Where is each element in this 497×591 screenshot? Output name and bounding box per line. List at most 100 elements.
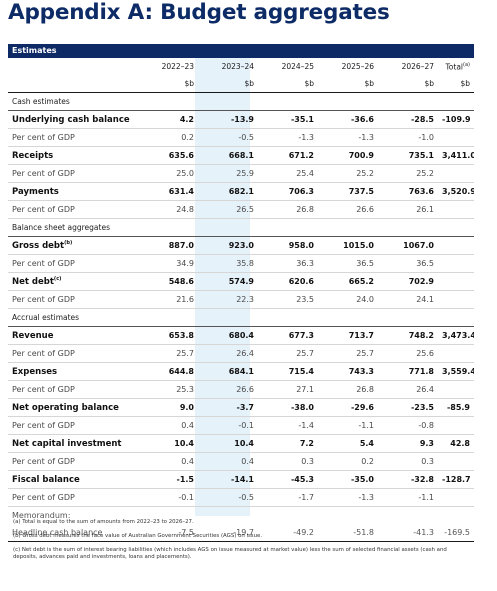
row-label-text: Per cent of GDP — [12, 259, 75, 268]
row-label-text: Per cent of GDP — [12, 385, 75, 394]
unit-header: $b — [258, 75, 318, 93]
percent-gdp-row: Per cent of GDP 0.4 -0.1 -1.4 -1.1 -0.8 — [8, 416, 474, 435]
cell-value: 677.3 — [258, 326, 318, 345]
cell-value: 36.5 — [378, 254, 438, 273]
cell-value: 706.3 — [258, 182, 318, 201]
footnote-a: (a) Total is equal to the sum of amounts… — [13, 519, 194, 525]
cell-value: -19.7 — [198, 524, 258, 542]
cell-value: 1015.0 — [318, 236, 378, 255]
row-label: Per cent of GDP — [8, 290, 138, 309]
footnote-ref: (c) — [53, 276, 62, 283]
cell-value: 42.8 — [438, 434, 474, 453]
cell-value: -0.5 — [198, 128, 258, 147]
cell-value — [138, 308, 198, 327]
percent-gdp-row: Per cent of GDP 21.6 22.3 23.5 24.0 24.1 — [8, 290, 474, 309]
cell-value: -1.3 — [318, 128, 378, 147]
cell-value: 25.7 — [318, 344, 378, 363]
cell-value — [438, 380, 474, 399]
cell-value: -1.0 — [378, 128, 438, 147]
row-label-text: Per cent of GDP — [12, 133, 75, 142]
cell-value: -0.1 — [198, 416, 258, 435]
cell-value: 684.1 — [198, 362, 258, 381]
row-label: Expenses — [8, 362, 138, 381]
row-label: Fiscal balance — [8, 470, 138, 489]
row-label: Per cent of GDP — [8, 200, 138, 219]
cell-value: -14.1 — [198, 470, 258, 489]
cell-value: -49.2 — [258, 524, 318, 542]
cell-value — [378, 308, 438, 327]
table-row: Expenses 644.8 684.1 715.4 743.3 771.8 3,559.4 — [8, 362, 474, 381]
percent-gdp-row: Per cent of GDP 24.8 26.5 26.8 26.6 26.1 — [8, 200, 474, 219]
cell-value: 25.7 — [138, 344, 198, 363]
row-label-text: Receipts — [12, 150, 54, 161]
row-label: Per cent of GDP — [8, 254, 138, 273]
cell-value — [318, 218, 378, 237]
cell-value: 26.4 — [378, 380, 438, 399]
table-row: Headline cash balance -7.5 -19.7 -49.2 -51.8… — [8, 524, 474, 542]
row-label-text: Per cent of GDP — [12, 205, 75, 214]
cell-value — [438, 254, 474, 273]
row-label-text: Cash estimates — [12, 97, 70, 106]
row-label: Payments — [8, 182, 138, 201]
row-label: Net debt(c) — [8, 272, 138, 291]
page-title: Appendix A: Budget aggregates — [8, 0, 390, 25]
row-label: Per cent of GDP — [8, 164, 138, 183]
percent-gdp-row: Per cent of GDP 34.9 35.8 36.3 36.5 36.5 — [8, 254, 474, 273]
table-row: Fiscal balance -1.5 -14.1 -45.3 -35.0 -32.8 -1… — [8, 470, 474, 489]
cell-value — [378, 92, 438, 111]
unit-header: $b — [378, 75, 438, 93]
cell-value: 0.3 — [378, 452, 438, 471]
cell-value: 548.6 — [138, 272, 198, 291]
cell-value — [438, 272, 474, 291]
cell-value — [438, 452, 474, 471]
section-header-row: Cash estimates — [8, 92, 474, 111]
year-header-row: 2022–23 2023–24 2024–25 2025–26 2026–27 … — [8, 58, 474, 75]
cell-value: 958.0 — [258, 236, 318, 255]
cell-value: 771.8 — [378, 362, 438, 381]
row-label: Per cent of GDP — [8, 452, 138, 471]
cell-value: 25.2 — [318, 164, 378, 183]
unit-header: $b — [138, 75, 198, 93]
cell-value: -0.5 — [198, 488, 258, 507]
unit-header: $b — [198, 75, 258, 93]
cell-value: 24.0 — [318, 290, 378, 309]
cell-value: -35.1 — [258, 110, 318, 129]
table-row: Memorandum: — [8, 507, 474, 525]
row-label-text: Gross debt — [12, 240, 65, 251]
row-label: Balance sheet aggregates — [8, 218, 138, 237]
header-blank — [8, 75, 138, 93]
percent-gdp-row: Per cent of GDP 0.2 -0.5 -1.3 -1.3 -1.0 — [8, 128, 474, 147]
row-label-text: Accrual estimates — [12, 313, 80, 322]
cell-value: 923.0 — [198, 236, 258, 255]
percent-gdp-row: Per cent of GDP -0.1 -0.5 -1.7 -1.3 -1.1 — [8, 488, 474, 507]
cell-value: -45.3 — [258, 470, 318, 489]
year-header: 2022–23 — [161, 62, 194, 71]
table-row: Net debt(c) 548.6 574.9 620.6 665.2 702.9 — [8, 272, 474, 291]
row-label-text: Net capital investment — [12, 438, 122, 449]
year-header: 2026–27 — [401, 62, 434, 71]
cell-value: -1.1 — [378, 488, 438, 507]
row-label-text: Per cent of GDP — [12, 169, 75, 178]
cell-value — [258, 308, 318, 327]
cell-value: -109.9 — [438, 110, 474, 129]
cell-value: 36.3 — [258, 254, 318, 273]
table-row: Net capital investment 10.4 10.4 7.2 5.4 9.3 4… — [8, 434, 474, 453]
cell-value: -3.7 — [198, 398, 258, 417]
cell-value: 631.4 — [138, 182, 198, 201]
cell-value: 887.0 — [138, 236, 198, 255]
row-label: Per cent of GDP — [8, 344, 138, 363]
cell-value: 668.1 — [198, 146, 258, 165]
row-label: Per cent of GDP — [8, 380, 138, 399]
cell-value: 715.4 — [258, 362, 318, 381]
cell-value — [438, 344, 474, 363]
row-label: Receipts — [8, 146, 138, 165]
cell-value — [438, 308, 474, 327]
cell-value: 3,411.0 — [438, 146, 474, 165]
row-label-text: Balance sheet aggregates — [12, 223, 110, 232]
cell-value — [438, 218, 474, 237]
unit-header: $b — [438, 75, 474, 93]
cell-value: 5.4 — [318, 434, 378, 453]
cell-value — [438, 416, 474, 435]
cell-value: 713.7 — [318, 326, 378, 345]
cell-value: 0.4 — [138, 452, 198, 471]
